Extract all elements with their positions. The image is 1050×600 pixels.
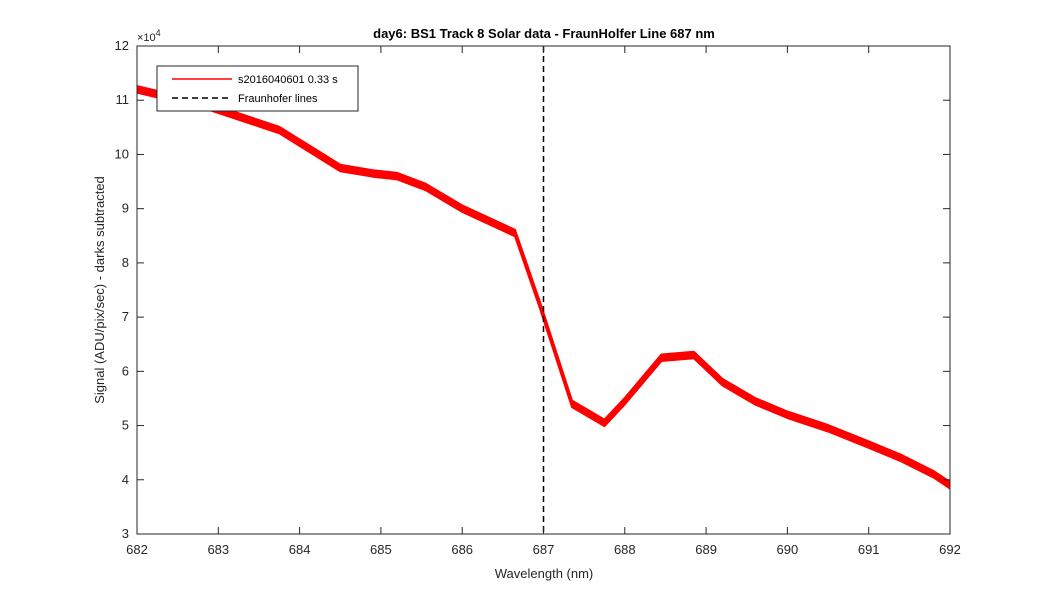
x-axis: 682 683 684 685 686 687 688 689 690 691 692 — [126, 46, 961, 557]
y-tick-label-9: 12 — [115, 38, 129, 53]
x-tick-label-8: 690 — [777, 542, 799, 557]
y-tick-label-0: 3 — [122, 526, 129, 541]
x-tick-label-9: 691 — [858, 542, 880, 557]
legend-box — [156, 65, 359, 112]
series-layer — [136, 85, 951, 490]
x-tick-label-7: 689 — [695, 542, 717, 557]
y-exponent-base: ×10 — [137, 32, 156, 44]
y-tick-label-4: 7 — [122, 309, 129, 324]
x-tick-label-1: 683 — [207, 542, 229, 557]
legend-label-fraunhofer: Fraunhofer lines — [238, 93, 318, 105]
y-tick-label-7: 10 — [115, 146, 129, 161]
plot-area — [136, 45, 951, 535]
y-tick-label-2: 5 — [122, 418, 129, 433]
x-tick-label-10: 692 — [939, 542, 961, 557]
legend-label-series: s2016040601 0.33 s — [238, 74, 338, 86]
x-tick-label-4: 686 — [451, 542, 473, 557]
y-tick-label-5: 8 — [122, 255, 129, 270]
y-exponent-power: 4 — [156, 28, 161, 38]
x-tick-label-3: 685 — [370, 542, 392, 557]
y-tick-label-6: 9 — [122, 201, 129, 216]
y-exponent-label: ×104 — [137, 28, 161, 44]
series-line-0-4 — [136, 85, 951, 483]
y-tick-label-3: 6 — [122, 363, 129, 378]
series-line-0-1 — [136, 90, 951, 488]
y-axis: 3 4 5 6 7 8 9 10 11 12 — [115, 38, 950, 541]
series-line-0-2 — [136, 88, 951, 487]
series-line-0-0 — [136, 91, 951, 490]
y-axis-title: Signal (ADU/pix/sec) - darks subtracted — [92, 176, 107, 404]
x-axis-title: Wavelength (nm) — [495, 566, 594, 581]
x-tick-label-2: 684 — [289, 542, 311, 557]
y-tick-label-1: 4 — [122, 472, 129, 487]
y-tick-label-8: 11 — [116, 92, 130, 107]
series-line-0-3 — [136, 86, 951, 485]
legend: s2016040601 0.33 s Fraunhofer lines — [156, 65, 359, 112]
x-tick-label-5: 687 — [533, 542, 555, 557]
x-tick-label-0: 682 — [126, 542, 148, 557]
x-tick-label-6: 688 — [614, 542, 636, 557]
chart-title: day6: BS1 Track 8 Solar data - FraunHolf… — [373, 26, 715, 41]
